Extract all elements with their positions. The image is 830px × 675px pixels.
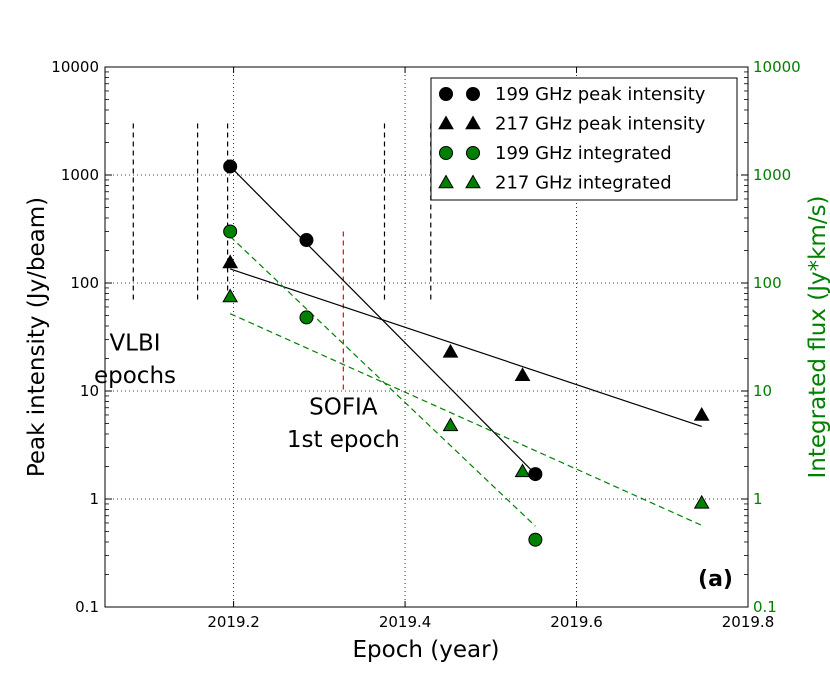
x-tick-label: 2019.4	[379, 613, 432, 631]
y-tick-label-right: 10	[753, 382, 772, 400]
legend-marker	[465, 115, 481, 130]
y-tick-label-left: 10000	[51, 58, 99, 76]
y-tick-label-left: 10	[80, 382, 99, 400]
y-axis-label-right: Integrated flux (Jy*km/s)	[805, 195, 830, 478]
data-point-199-ghz-peak-intensity	[528, 467, 543, 482]
annotations: VLBI epochs SOFIA 1st epoch	[94, 331, 400, 453]
annotation-text: epochs	[94, 363, 176, 389]
panel-label: (a)	[698, 567, 733, 592]
legend-label: 217 GHz peak intensity	[495, 114, 706, 135]
annotation-text: SOFIA	[309, 394, 378, 420]
legend-marker	[465, 174, 481, 189]
annotation-text: VLBI	[109, 331, 160, 357]
y-tick-label-left: 1	[89, 490, 99, 508]
legend-box	[430, 77, 738, 201]
y-tick-label-right: 10000	[753, 58, 801, 76]
legend-label: 199 GHz peak intensity	[495, 84, 706, 105]
y-tick-label-left: 100	[70, 274, 99, 292]
legend-marker	[466, 87, 480, 101]
legend-marker	[438, 174, 454, 189]
data-point-217-ghz-peak-intensity	[442, 343, 459, 358]
fit-lines	[229, 166, 702, 527]
x-tick-label: 2019.2	[207, 613, 260, 631]
data-point-217-ghz-integrated	[693, 494, 710, 509]
legend-label: 199 GHz integrated	[495, 143, 672, 164]
y-tick-label-left: 1000	[61, 166, 99, 184]
legend-label: 217 GHz integrated	[495, 173, 672, 194]
legend-marker	[466, 146, 480, 160]
data-point-199-ghz-integrated	[528, 532, 543, 547]
axis-ticks: 2019.2 2019.4 2019.6 2019.80.11101001000100…	[51, 58, 800, 631]
fit-line-dashed	[229, 235, 536, 527]
data-point-217-ghz-integrated	[222, 288, 239, 303]
data-point-217-ghz-peak-intensity	[693, 406, 710, 421]
data-point-217-ghz-peak-intensity	[222, 254, 239, 269]
y-tick-label-right: 1000	[753, 166, 791, 184]
y-tick-label-left: 0.1	[75, 598, 99, 616]
data-point-199-ghz-integrated	[223, 224, 238, 239]
data-point-199-ghz-integrated	[299, 310, 314, 325]
y-tick-label-right: 1	[753, 490, 763, 508]
y-axis-label-left: Peak intensity (Jy/beam)	[24, 197, 50, 477]
y-tick-label-right: 100	[753, 274, 782, 292]
x-axis-label: Epoch (year)	[353, 637, 500, 663]
data-points	[222, 159, 710, 547]
plot-frame	[104, 66, 749, 608]
legend-marker	[439, 146, 453, 160]
x-tick-label: 2019.6	[550, 613, 603, 631]
epoch-markers	[132, 123, 432, 391]
fit-line-dashed	[229, 313, 702, 526]
legend-marker	[438, 115, 454, 130]
y-tick-label-right: 0.1	[753, 598, 777, 616]
data-point-217-ghz-integrated	[514, 463, 531, 478]
data-point-199-ghz-peak-intensity	[299, 233, 314, 248]
data-point-199-ghz-peak-intensity	[223, 159, 238, 174]
data-point-217-ghz-peak-intensity	[514, 367, 531, 381]
data-point-217-ghz-integrated	[442, 417, 459, 432]
x-tick-label: 2019.8	[722, 613, 775, 631]
fit-line-solid	[229, 268, 702, 427]
legend: 199 GHz peak intensity 217 GHz peak inten…	[430, 77, 738, 201]
legend-marker	[439, 87, 453, 101]
annotation-text: 1st epoch	[287, 427, 400, 453]
